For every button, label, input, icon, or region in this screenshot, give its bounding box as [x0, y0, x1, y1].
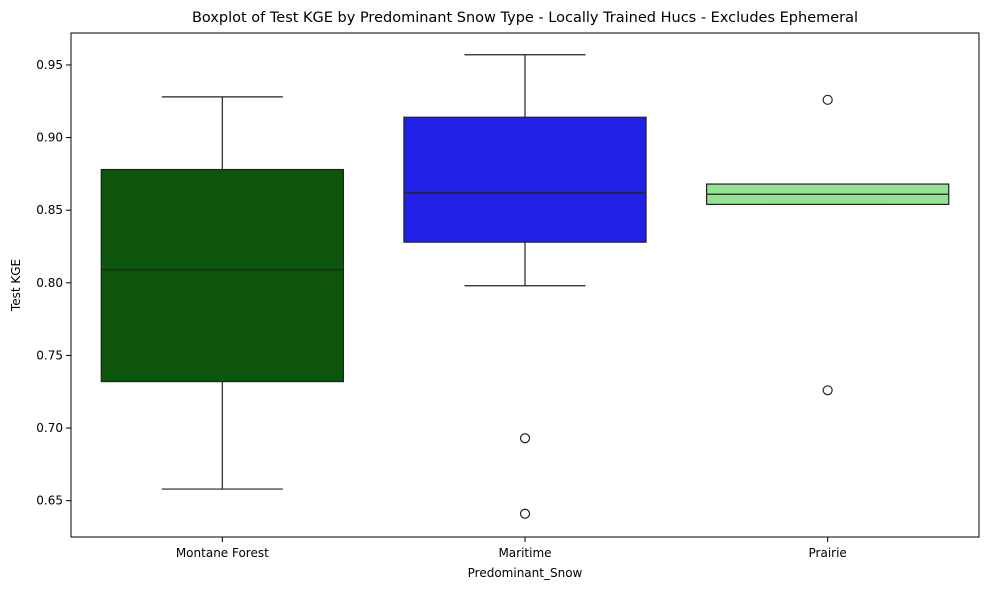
y-axis-label: Test KGE — [9, 259, 23, 312]
x-axis-label: Predominant_Snow — [468, 566, 583, 580]
box-group — [403, 54, 647, 519]
x-tick-label: Prairie — [809, 546, 847, 560]
y-tick-label: 0.65 — [36, 494, 63, 508]
y-tick-label: 0.85 — [36, 203, 63, 217]
plot-area — [100, 54, 950, 519]
y-tick-label: 0.95 — [36, 58, 63, 72]
x-axis: Montane Forest Maritime Prairie — [176, 537, 847, 560]
y-tick-label: 0.80 — [36, 276, 63, 290]
outlier-point — [822, 94, 833, 105]
y-axis: 0.65 0.70 0.75 0.80 0.85 0.90 0.95 — [36, 58, 71, 508]
box-iqr — [100, 168, 345, 383]
box-group — [100, 96, 345, 490]
y-tick-label: 0.75 — [36, 348, 63, 362]
x-tick-label: Montane Forest — [176, 546, 269, 560]
outlier-point — [822, 385, 833, 396]
chart-title: Boxplot of Test KGE by Predominant Snow … — [192, 10, 858, 26]
y-tick-label: 0.90 — [36, 131, 63, 145]
x-tick-label: Maritime — [498, 546, 551, 560]
y-tick-label: 0.70 — [36, 421, 63, 435]
box-group — [705, 94, 950, 396]
box-iqr — [403, 116, 647, 243]
outlier-point — [519, 508, 531, 519]
outlier-point — [519, 433, 531, 444]
